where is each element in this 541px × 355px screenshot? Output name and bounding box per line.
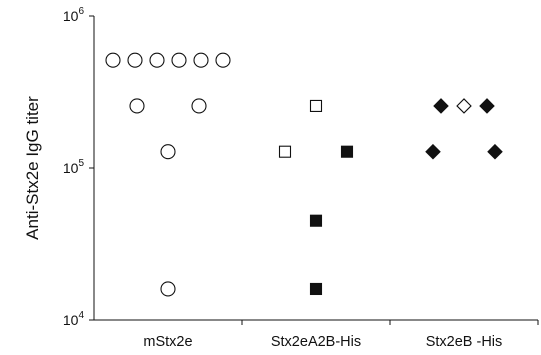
y-tick-label: 106 [63, 6, 85, 24]
x-category-label: Stx2eB -His [426, 334, 503, 350]
data-point-diamond [487, 143, 503, 160]
y-tick-label: 104 [63, 310, 85, 328]
data-point-square [309, 282, 323, 296]
data-point-diamond [433, 98, 449, 114]
data-point-square [309, 99, 323, 112]
x-categories: mStx2e Stx2eA2B-His Stx2eB -His [143, 320, 539, 350]
data-point-square [309, 214, 323, 227]
x-category-label: Stx2eA2B-His [271, 334, 361, 350]
data-point-circle [171, 52, 187, 68]
data-point-circle [191, 98, 207, 114]
data-point-circle [193, 52, 209, 68]
x-category-label: mStx2e [143, 334, 192, 350]
data-point-circle [215, 52, 231, 68]
y-ticks: 104 105 106 [63, 6, 94, 328]
data-point-square [278, 145, 292, 158]
y-axis-label: Anti-Stx2e IgG titer [23, 96, 42, 240]
data-point-circle [127, 52, 143, 68]
data-point-circle [149, 52, 165, 68]
data-point-circle [105, 52, 121, 68]
data-point-diamond [479, 98, 495, 114]
data-points [105, 52, 503, 297]
y-tick-label: 105 [63, 158, 85, 176]
data-point-diamond [425, 143, 441, 160]
data-point-circle [160, 144, 176, 160]
data-point-diamond [456, 98, 472, 114]
data-point-circle [160, 281, 176, 297]
data-point-circle [129, 98, 145, 114]
data-point-square [340, 145, 354, 158]
